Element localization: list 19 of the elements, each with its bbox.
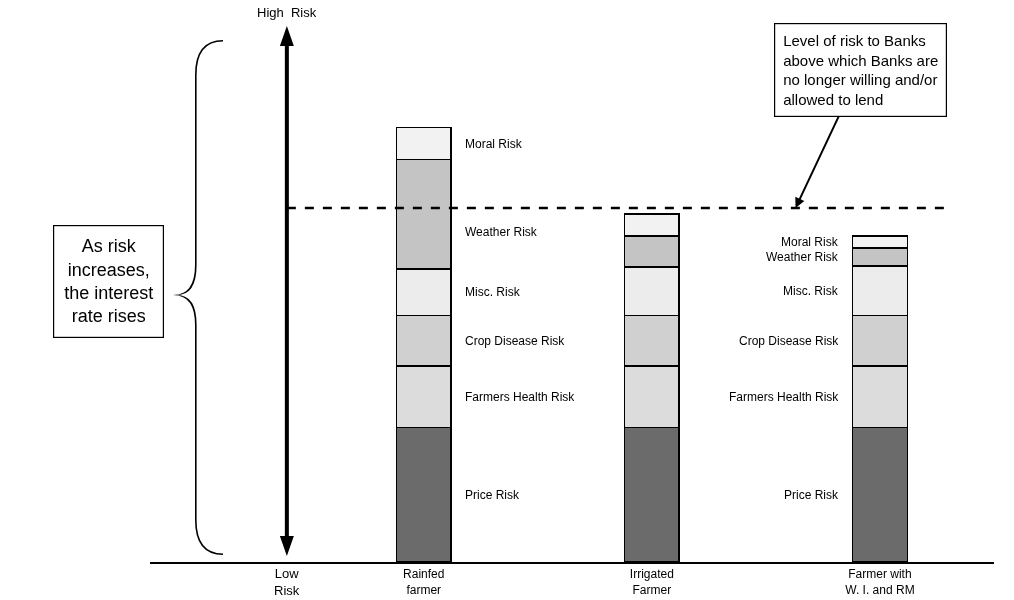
x-tick-label: Irrigated Farmer	[629, 567, 674, 597]
series-label: Moral Risk	[465, 137, 523, 151]
ref-line-label: Level of risk to Banks above which Banks are no longer willing and/or allowed to lend	[783, 32, 939, 108]
text: Moral Risk	[781, 235, 838, 249]
series-label: Farmers Health Risk	[465, 390, 576, 404]
series-label: Crop Disease Risk	[465, 334, 566, 348]
text: Farmers Health Risk	[729, 390, 839, 404]
text: High Risk	[257, 5, 317, 20]
text: Price Risk	[784, 488, 839, 502]
text: Misc. Risk	[783, 284, 838, 298]
x-tick-label: Farmer with W. I. and RM	[845, 567, 915, 597]
text: Crop Disease Risk	[739, 334, 839, 348]
series-label: Price Risk	[465, 488, 521, 502]
x-tick-label: Rainfed farmer	[403, 567, 445, 597]
text: As risk increases, the interest rate rises	[64, 236, 154, 327]
text: Weather Risk	[766, 250, 838, 264]
series-label: Misc. Risk	[465, 285, 521, 299]
text: Low Risk	[274, 566, 300, 598]
series-label: Weather Risk	[465, 225, 538, 239]
